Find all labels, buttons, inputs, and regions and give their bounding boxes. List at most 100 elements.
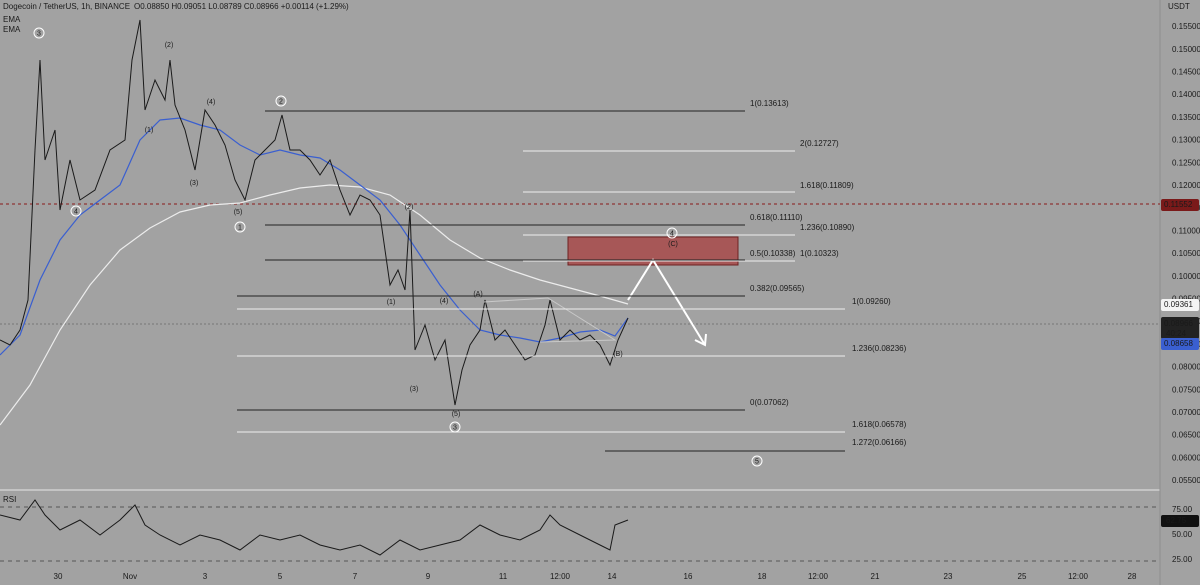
- fib-label: 1.618(0.11809): [800, 181, 854, 190]
- wave-circle: [70, 205, 82, 217]
- fib-label: 1(0.13613): [750, 99, 789, 108]
- rsi-axis-label: 25.00: [1172, 555, 1193, 564]
- rsi-axis-label: 75.00: [1172, 505, 1193, 514]
- wave-label: (3): [190, 180, 199, 187]
- ema-tag-bg: [1161, 338, 1199, 350]
- rsi-title: RSI: [3, 495, 16, 504]
- rsi-line: [0, 499, 629, 556]
- wave-label: 5: [755, 458, 759, 465]
- price-label: 0.11000: [1172, 226, 1200, 235]
- wave-label: (1): [387, 299, 396, 306]
- wave-circle: [234, 221, 246, 233]
- wave-circle: [33, 27, 45, 39]
- wave-label: (B): [613, 351, 622, 358]
- wave-label: (1): [145, 127, 154, 134]
- wave-label: 4: [74, 208, 78, 215]
- ema-fast: [0, 117, 629, 356]
- price-label: 0.07500: [1172, 385, 1200, 394]
- time-label: 12:00: [808, 572, 829, 581]
- wave-circle: [751, 455, 763, 467]
- arrow-head: [694, 333, 707, 347]
- price-label: 0.06500: [1172, 431, 1200, 440]
- wave-label: (A): [473, 291, 482, 298]
- axis-unit: USDT: [1168, 2, 1190, 11]
- price-label: 0.05500: [1172, 476, 1200, 485]
- fib-label: 1.272(0.06166): [852, 438, 907, 447]
- time-label: 28: [1128, 572, 1137, 581]
- price-label: 0.12000: [1172, 181, 1200, 190]
- price-label: 0.15500: [1172, 22, 1200, 31]
- time-label: 23: [944, 572, 953, 581]
- wave-label: (4): [207, 99, 216, 106]
- countdown: 40:24: [1166, 329, 1187, 338]
- fib-label: 1(0.09260): [852, 297, 891, 306]
- ema-slow: [0, 184, 629, 426]
- time-label: 7: [353, 572, 358, 581]
- level-tag: 0.09361: [1164, 300, 1193, 309]
- wave-label: 3: [453, 424, 457, 431]
- time-label: 3: [203, 572, 208, 581]
- fib-label: 1(0.10323): [800, 249, 839, 258]
- price-label: 0.08000: [1172, 363, 1200, 372]
- wave-label: 3: [37, 30, 41, 37]
- wave-label: (5): [452, 411, 461, 418]
- rsi-tag-bg: [1161, 515, 1199, 527]
- price-label: 0.13000: [1172, 136, 1200, 145]
- time-label: 12:00: [1068, 572, 1089, 581]
- wave-circle: [666, 227, 678, 239]
- indicator: EMA: [3, 15, 21, 24]
- time-label: 21: [871, 572, 880, 581]
- fib-label: 0(0.07062): [750, 398, 789, 407]
- fib-label: 1.618(0.06578): [852, 420, 907, 429]
- last-tag-bg: [1161, 317, 1199, 339]
- time-label: 25: [1018, 572, 1027, 581]
- fib-label: 1.236(0.10890): [800, 223, 855, 232]
- fib-label: 0.5(0.10338): [750, 249, 796, 258]
- wave-label: (C): [668, 241, 678, 248]
- time-label: 14: [608, 572, 617, 581]
- alert-tag: 0.11552: [1164, 200, 1193, 209]
- time-label: 16: [684, 572, 693, 581]
- price-label: 0.10000: [1172, 272, 1200, 281]
- price-label: 0.15000: [1172, 45, 1200, 54]
- symbol: Dogecoin / TetherUS, 1h, BINANCE: [3, 2, 130, 11]
- price-label: 0.13500: [1172, 113, 1200, 122]
- wave-label: (2): [405, 204, 414, 211]
- last-tag: 0.08966: [1164, 319, 1193, 328]
- alert-tag-bg: [1161, 199, 1199, 211]
- time-label: 5: [278, 572, 283, 581]
- time-label: 18: [758, 572, 767, 581]
- wave-label: (2): [165, 42, 174, 49]
- time-label: 11: [499, 572, 508, 581]
- fib-label: 1.236(0.08236): [852, 344, 907, 353]
- price-label: 0.06000: [1172, 453, 1200, 462]
- level-tag-bg: [1161, 299, 1199, 311]
- indicator: EMA: [3, 25, 21, 34]
- time-label: 30: [54, 572, 63, 581]
- price-label: 0.14000: [1172, 90, 1200, 99]
- price-label: 0.10500: [1172, 249, 1200, 258]
- rsi-axis-label: 50.00: [1172, 530, 1193, 539]
- fib-label: 0.618(0.11110): [750, 213, 803, 222]
- wave-circle: [449, 421, 461, 433]
- wave-label: (5): [234, 209, 243, 216]
- time-label: Nov: [123, 572, 137, 581]
- price-label: 0.14500: [1172, 68, 1200, 77]
- ema-tag: 0.08658: [1164, 339, 1193, 348]
- ohlc: O0.08850 H0.09051 L0.08789 C0.08966 +0.0…: [134, 2, 349, 11]
- price-path: [0, 19, 629, 406]
- price-label: 0.07000: [1172, 408, 1200, 417]
- triangle-line: [483, 297, 617, 343]
- time-label: 12:00: [550, 572, 571, 581]
- time-label: 9: [426, 572, 431, 581]
- wave-label: (4): [440, 298, 449, 305]
- rsi-tag: 62.75: [1166, 516, 1187, 525]
- wave-label: 1: [238, 224, 242, 231]
- wave-circle: [275, 95, 287, 107]
- wave-label: (3): [410, 386, 419, 393]
- fib-label: 0.382(0.09565): [750, 284, 805, 293]
- fib-label: 2(0.12727): [800, 139, 839, 148]
- wave-label: 4: [670, 230, 674, 237]
